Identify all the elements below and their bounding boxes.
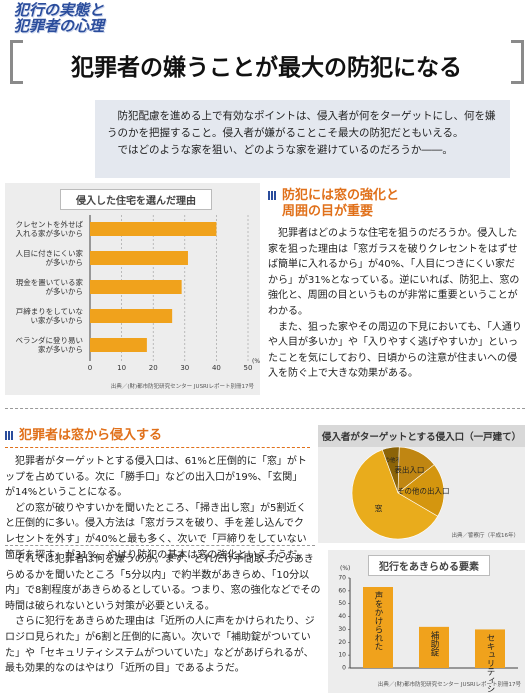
y-axis-label: (%) (340, 565, 350, 572)
source-note: 出典／警察庁（平成16年） (451, 533, 520, 539)
pie-slice (397, 464, 445, 517)
section: 防犯には窓の強化と 周囲の目が重要 犯罪者はどのような住宅を狙うのだろうか。侵入し… (268, 188, 524, 382)
paragraph: 犯罪者がターゲットとする侵入口は、61%と圧倒的に「窓」がトップを占めている。次… (5, 456, 307, 499)
intro: 防犯配慮を進める上で有効なポイントは、侵入者が何をターゲットにし、何を嫌うのかを… (95, 100, 510, 178)
slice-label: 表出入口 (394, 464, 424, 474)
category-label: クレセントを外せば入れる家が多いから (15, 220, 84, 238)
heading-line: 周囲の目が重要 (282, 204, 374, 219)
tag-line: 犯罪者の心理 (14, 17, 105, 35)
title-frame: 犯罪者の嫌うことが最大の防犯になる (10, 40, 524, 84)
category-label: 戸締まりをしていない家が多いから (15, 307, 83, 325)
source-note: 出典／(財)都市防犯研究センター JUSRIレポート別冊17号 (110, 384, 254, 390)
bar (90, 338, 147, 352)
slice-label: その他の出入口 (397, 485, 450, 495)
section: それでは犯罪者は何を嫌うのか。まず、どれだけ手間取ったらあきらめるかを聞いたとこ… (5, 552, 321, 677)
chart-title: 侵入した住宅を選んだ理由 (60, 189, 212, 210)
bar-label: 声をかけられた (373, 590, 383, 650)
x-tick-label: 20 (149, 364, 158, 372)
y-tick-label: 30 (338, 626, 346, 633)
paragraph: さらに犯行をあきらめた理由は「近所の人に声をかけられたり、ジロジロ見られた」が6… (5, 616, 315, 675)
chart-panel: 侵入者がターゲットとする侵入口（一戸建て） その他不明 表出入口 その他の出入口窓出典… (318, 425, 525, 543)
intro-text: ではどのような家を狙い、どのような家を避けているのだろうか――。 (117, 144, 453, 156)
x-axis-label: (%) (252, 358, 260, 365)
chart-title: 侵入者がターゲットとする侵入口（一戸建て） (318, 425, 525, 447)
paragraph: それでは犯罪者は何を嫌うのか。まず、どれだけ手間取ったらあきらめるかを聞いたとこ… (5, 554, 321, 612)
bar (419, 626, 449, 668)
y-tick-label: 60 (338, 587, 346, 594)
paragraph: また、狙った家やその周辺の下見においても、「人通りや人目が多いか」や「入りやすく… (268, 321, 522, 380)
category-label: ベランダに登り易い家が多いから (15, 336, 84, 354)
bar-label: 補助錠 (429, 630, 439, 657)
tag-line: 犯行の実態と (14, 1, 105, 19)
source-note: 出典／(財)都市防犯研究センター JUSRIレポート別冊17号 (377, 682, 521, 688)
y-tick-label: 50 (338, 600, 346, 607)
bar (90, 280, 182, 294)
category-label: 人目に付きにくい家が多いから (15, 249, 83, 267)
y-tick-label: 10 (338, 652, 346, 659)
chart: 0 10 20 30 40 50 60 70 (%) 声をかけられた補助錠 セキュリティシステム (338, 565, 518, 693)
x-tick-label: 0 (88, 364, 92, 372)
x-tick-label: 10 (117, 364, 126, 372)
chart: 0 10 20 30 40 50(%) (88, 215, 260, 372)
bar (363, 587, 393, 668)
separator (5, 408, 525, 409)
y-tick-label: 20 (338, 639, 346, 646)
paragraph: 犯罪者はどのような住宅を狙うのだろうか。侵入した家を狙った理由は「窓ガラスを破り… (268, 228, 520, 317)
y-tick-label: 40 (338, 613, 346, 620)
slice-label: その他不明 (379, 456, 407, 464)
bar (475, 629, 505, 668)
chart-title: 犯行をあきらめる要素 (368, 555, 490, 576)
slice-label: 窓 (375, 503, 383, 513)
y-tick-label: 0 (342, 665, 346, 672)
y-tick-label: 70 (338, 575, 346, 582)
page-title: 犯罪者の嫌うことが最大の防犯になる (71, 55, 462, 81)
separator (5, 545, 315, 546)
paragraph: どの窓が破りやすいかを聞いたところ、「掃き出し窓」が5割近くと圧倒的に多い。侵入… (5, 502, 307, 561)
bar (90, 309, 173, 323)
x-tick-label: 30 (180, 364, 189, 372)
chart-panel: 侵入した住宅を選んだ理由 0 10 20 30 40 50(%) クレセントを外せば入れる家が… (5, 183, 260, 395)
x-tick-label: 40 (212, 364, 221, 372)
pie-slice (351, 449, 439, 540)
series-tag: 犯行の実態と 犯罪者の心理 (14, 2, 104, 34)
x-tick-label: 50 (244, 364, 253, 372)
chart-panel: 犯行をあきらめる要素 0 10 20 30 40 50 60 70 (%) 声をかけられた補助錠 セキ… (328, 550, 525, 693)
bar-label: セキュリティシステム (485, 633, 495, 693)
section-heading: 犯罪者は窓から侵入する (5, 428, 310, 448)
heading-line: 防犯には窓の強化と (282, 188, 400, 203)
section: 犯罪者は窓から侵入する 犯罪者がターゲットとする侵入口は、61%と圧倒的に「窓」… (5, 428, 310, 563)
section-heading: 防犯には窓の強化と 周囲の目が重要 (268, 188, 524, 220)
intro-text: 防犯配慮を進める上で有効なポイントは、侵入者が何をターゲットにし、何を嫌うのかを… (107, 110, 496, 139)
bar (90, 222, 217, 236)
bar (90, 251, 188, 265)
category-label: 現金を置いている家が多いから (15, 278, 83, 296)
